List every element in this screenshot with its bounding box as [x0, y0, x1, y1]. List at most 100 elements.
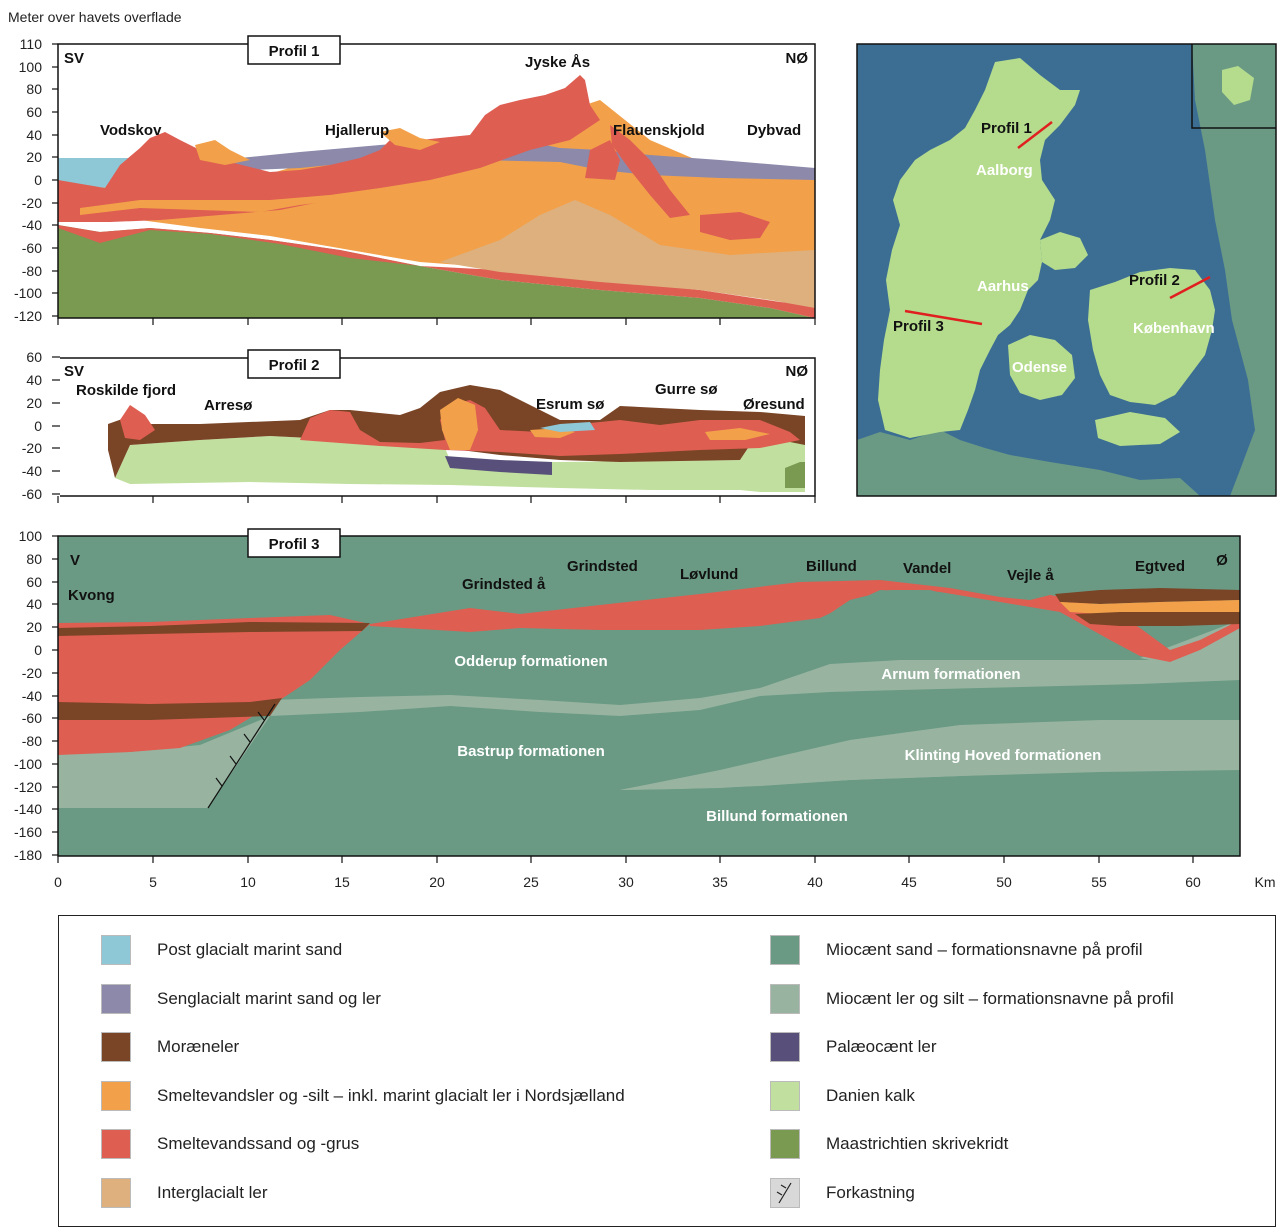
legend-swatch: [101, 1080, 131, 1111]
p3-place-label: Løvlund: [680, 566, 738, 583]
p3-x-unit: Km: [1255, 874, 1276, 890]
p2-y-tick: 60: [26, 349, 42, 365]
p1-maastrichtien-layer: [58, 225, 815, 318]
map-germany: [857, 430, 1200, 496]
legend-item: Senglacialt marint sand og ler: [101, 975, 625, 1024]
p3-y-tick: -140: [14, 801, 42, 817]
p3-y-tick: -120: [14, 779, 42, 795]
p3-y-tick: -60: [22, 710, 42, 726]
p2-place-label: Esrum sø: [536, 396, 605, 413]
map-bornholm: [1222, 66, 1254, 105]
map-city-label: Aalborg: [976, 162, 1033, 179]
legend-item: Forkastning: [770, 1169, 1174, 1218]
p3-y-tick: 20: [26, 619, 42, 635]
p3-place-label: Grindsted: [567, 558, 638, 575]
p1-corner-right: NØ: [786, 50, 809, 67]
legend-swatch: [101, 1177, 131, 1208]
legend-label: Miocænt ler og silt – formationsnavne på…: [826, 988, 1174, 1008]
p2-y-tick: -20: [22, 440, 42, 456]
p1-place-label: Hjallerup: [325, 122, 389, 139]
p1-senglacial-layer: [200, 138, 815, 180]
legend-label: Miocænt sand – formationsnavne på profil: [826, 940, 1143, 960]
map-jutland: [878, 58, 1080, 438]
p3-x-tick: 40: [807, 874, 823, 890]
legend-label: Maastrichtien skrivekridt: [826, 1134, 1009, 1154]
p3-place-label: Vandel: [903, 560, 951, 577]
p1-y-tick: 80: [26, 81, 42, 97]
map-frame: [856, 43, 1277, 497]
legend-label: Smeltevandsler og -silt – inkl. marint g…: [157, 1085, 625, 1105]
p3-x-tick: 20: [429, 874, 445, 890]
p3-x-tick: 5: [149, 874, 157, 890]
legend-swatch: [770, 1080, 800, 1111]
geological-profiles-figure: Meter over havets overflade Profil 1 SV …: [8, 9, 1277, 890]
map-inset-frame: [1191, 44, 1276, 129]
legend-item: Miocænt ler og silt – formationsnavne på…: [770, 975, 1174, 1024]
legend-item: Smeltevandsler og -silt – inkl. marint g…: [101, 1072, 625, 1121]
p2-y-tick: 40: [26, 372, 42, 388]
p3-title-box: [247, 528, 341, 558]
p3-klinting-hoved-clay: [620, 720, 1240, 790]
legend-item: Palæocænt ler: [770, 1023, 1174, 1072]
fault-symbol-icon: [770, 1177, 800, 1208]
p3-place-label: Vejle å: [1007, 567, 1054, 584]
legend-label: Moræneler: [157, 1037, 240, 1057]
p3-x-tick: 15: [334, 874, 350, 890]
p1-y-tick: 60: [26, 104, 42, 120]
p3-x-tick: 55: [1091, 874, 1107, 890]
legend-swatch: [101, 983, 131, 1014]
p2-smeltevandssand-lens: [120, 405, 155, 440]
p1-smeltevandsler-lens-2: [380, 128, 440, 150]
p3-y-tick: 40: [26, 596, 42, 612]
p1-y-tick: 0: [34, 172, 42, 188]
legend-column-right: Miocænt sand – formationsnavne på profil…: [770, 926, 1174, 1217]
p1-title: Profil 1: [269, 43, 320, 60]
p2-smeltevandsler-lens-1: [440, 398, 478, 450]
p1-y-tick: -100: [14, 285, 42, 301]
p1-place-label: Flauenskjold: [613, 122, 705, 139]
legend: Post glacialt marint sand Senglacialt ma…: [58, 915, 1276, 1227]
p2-place-label: Arresø: [204, 397, 253, 414]
p3-formation-label: Billund formationen: [706, 808, 848, 825]
legend-label: Post glacialt marint sand: [157, 940, 343, 960]
p3-arnum-clay: [270, 620, 1240, 716]
p3-place-label: Egtved: [1135, 558, 1185, 575]
p1-title-box: [247, 35, 341, 65]
legend-swatch: [770, 1129, 800, 1160]
p3-lower-clay-west: [58, 716, 270, 808]
p3-x-tick: 60: [1185, 874, 1201, 890]
p3-place-label: Billund: [806, 558, 857, 575]
p1-y-tick: 100: [19, 59, 43, 75]
map-profile-3-line: [904, 309, 983, 326]
p2-y-axis: 60 40 20 0 -20 -40 -60: [22, 349, 42, 502]
p3-x-tick: 35: [712, 874, 728, 890]
p1-place-label: Jyske Ås: [525, 54, 590, 71]
map-profile-2-line: [1169, 275, 1211, 300]
p1-smeltevandsler-lens-3: [195, 140, 250, 165]
p3-y-axis: 100 80 60 40 20 0 -20 -40 -60 -80 -100 -…: [14, 528, 42, 863]
p3-fault-lines: [207, 703, 276, 809]
p3-x-tick: 0: [54, 874, 62, 890]
p1-y-tick: -80: [22, 263, 42, 279]
p1-y-tick: 20: [26, 149, 42, 165]
p1-corner-left: SV: [64, 50, 84, 67]
p3-y-tick: -100: [14, 756, 42, 772]
axis-tick-marks: [52, 43, 1194, 863]
map-city-label: Aarhus: [977, 278, 1029, 295]
legend-swatch: [770, 935, 800, 966]
profile-3: Profil 3 V Ø Kvong Grindsted å Grindsted…: [14, 528, 1276, 890]
p2-post-glacial-lake: [540, 422, 595, 432]
p3-formation-label: Klinting Hoved formationen: [905, 747, 1102, 764]
p1-y-tick: -120: [14, 308, 42, 324]
legend-swatch: [770, 983, 800, 1014]
legend-label: Senglacialt marint sand og ler: [157, 988, 381, 1008]
p2-palaeocaen-layer: [445, 456, 552, 475]
p3-x-axis: 0 5 10 15 20 25 30 35 40 45 50 55 60 Km: [54, 874, 1275, 890]
p2-smeltevandsler-lens-3: [705, 428, 770, 440]
legend-item: Interglacialt ler: [101, 1169, 625, 1218]
legend-swatch: [101, 1032, 131, 1063]
p2-title: Profil 2: [269, 357, 320, 374]
p2-smeltevandssand-layer: [300, 400, 800, 456]
p3-y-tick: -180: [14, 847, 42, 863]
legend-item: Smeltevandssand og -grus: [101, 1120, 625, 1169]
